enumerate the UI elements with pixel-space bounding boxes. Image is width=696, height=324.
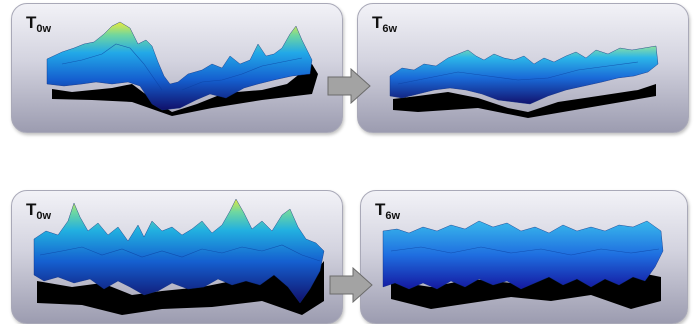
time-label-main: T <box>375 200 386 219</box>
surface-shadow <box>393 84 656 118</box>
surface-plot <box>33 198 325 315</box>
transition-arrow-top <box>327 68 371 104</box>
time-label: T0w <box>26 13 51 35</box>
surface-mesh <box>46 21 313 111</box>
surface-plot <box>389 45 659 118</box>
time-label: T6w <box>372 13 397 35</box>
surface-mesh <box>33 198 325 304</box>
surface-plot <box>382 220 664 309</box>
panel-bottom-left: T0w <box>11 190 343 324</box>
time-label-sub: 0w <box>36 210 52 222</box>
panel-bottom-right: T6w <box>360 190 688 324</box>
surface-shadow <box>52 64 318 116</box>
time-label-sub: 0w <box>36 23 52 35</box>
time-label: T6w <box>375 200 400 222</box>
surface-mesh <box>382 220 664 290</box>
panel-top-right: T6w <box>357 3 689 133</box>
transition-arrow-bottom <box>329 267 373 303</box>
time-label-main: T <box>26 200 37 219</box>
surface-mesh <box>389 45 659 105</box>
time-label-main: T <box>26 13 37 32</box>
panel-top-left: T0w <box>11 3 343 133</box>
time-label: T0w <box>26 200 51 222</box>
time-label-sub: 6w <box>382 23 398 35</box>
surface-plot <box>46 21 318 116</box>
time-label-sub: 6w <box>385 210 401 222</box>
time-label-main: T <box>372 13 383 32</box>
